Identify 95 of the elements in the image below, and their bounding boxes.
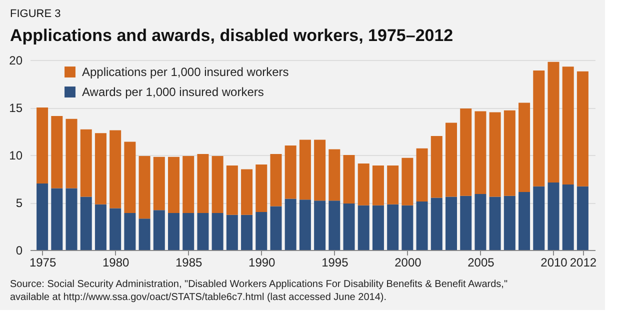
x-tick-label: 1995	[322, 256, 349, 270]
bar	[518, 192, 530, 250]
bar	[182, 156, 194, 213]
bar	[402, 158, 414, 206]
bar	[241, 214, 253, 250]
y-tick-label: 0	[16, 244, 23, 258]
bar	[138, 156, 150, 219]
bar	[241, 169, 253, 215]
bar	[284, 146, 296, 199]
y-tick-label: 10	[9, 148, 23, 162]
bar	[416, 202, 428, 250]
legend-label: Applications per 1,000 insured workers	[82, 65, 289, 79]
bar	[460, 108, 472, 196]
bar	[284, 198, 296, 250]
bar	[548, 182, 560, 250]
bar	[80, 196, 92, 250]
x-tick-label: 1990	[248, 256, 276, 270]
bar	[314, 140, 326, 201]
y-tick-label: 20	[9, 54, 23, 68]
bar	[270, 206, 282, 250]
x-tick-label: 2010	[540, 256, 568, 270]
bar	[518, 102, 530, 192]
bar	[358, 205, 370, 250]
bar	[299, 140, 311, 200]
bar	[533, 186, 545, 250]
bar	[168, 156, 180, 213]
x-tick-label: 1985	[176, 256, 203, 270]
bar	[372, 165, 384, 206]
bar	[343, 203, 355, 250]
bar	[36, 108, 48, 184]
bar	[299, 200, 311, 250]
bar	[51, 188, 63, 250]
bar	[124, 212, 136, 250]
bar	[387, 204, 399, 250]
bar	[343, 155, 355, 204]
bar	[328, 200, 340, 250]
bar	[430, 198, 442, 250]
bar	[153, 156, 165, 210]
y-tick-label: 5	[16, 196, 23, 210]
bar	[256, 164, 268, 212]
bar	[197, 154, 209, 213]
bar	[270, 154, 282, 206]
bar	[36, 184, 48, 250]
bar	[446, 122, 457, 197]
bar	[51, 116, 63, 188]
source-note: Source: Social Security Administration, "Disabled Workers Applications For Disability Benefits & Benefit Awards," available at http://www.ssa.gov/oact/STATS/table6c7.html (last accessed June 2014).	[10, 279, 508, 303]
bar	[504, 196, 516, 250]
bar	[489, 112, 501, 197]
bar	[416, 148, 428, 202]
bar	[314, 200, 326, 250]
bar	[474, 111, 486, 194]
bar	[197, 212, 209, 250]
chart-title: Applications and awards, disabled workers, 1975–2012	[10, 26, 454, 45]
bar	[533, 70, 545, 186]
bar	[256, 212, 268, 250]
bar	[226, 165, 238, 215]
legend-label: Awards per 1,000 insured workers	[82, 85, 264, 99]
bar	[372, 205, 384, 250]
bar	[562, 184, 574, 250]
bar	[504, 110, 516, 196]
bar	[110, 130, 122, 208]
x-tick-label: 1980	[102, 256, 130, 270]
bar	[460, 196, 472, 250]
bar	[182, 212, 194, 250]
bar	[402, 205, 414, 250]
bar	[168, 212, 180, 250]
bar	[124, 142, 136, 213]
x-tick-label: 2000	[394, 256, 422, 270]
bar	[562, 66, 574, 184]
bar	[358, 164, 370, 206]
bar	[446, 196, 457, 250]
x-tick-label: 2012	[570, 256, 597, 270]
x-tick-label: 2005	[468, 256, 495, 270]
bar	[226, 214, 238, 250]
y-tick-label: 15	[9, 101, 23, 115]
bar	[153, 210, 165, 250]
x-tick-label: 1975	[29, 256, 56, 270]
bar	[138, 218, 150, 250]
bar	[576, 186, 588, 250]
bar	[387, 165, 399, 204]
bar	[80, 129, 92, 197]
bar	[576, 71, 588, 186]
bar	[328, 149, 340, 201]
bar	[212, 212, 224, 250]
bar	[489, 196, 501, 250]
bar	[430, 136, 442, 198]
bar	[66, 188, 78, 250]
bar	[474, 194, 486, 250]
bar	[548, 62, 560, 183]
bar	[66, 118, 78, 188]
bar	[212, 156, 224, 213]
bar	[94, 133, 106, 204]
chart-subtitle: FIGURE 3	[10, 8, 61, 20]
bar	[110, 208, 122, 250]
bar	[94, 204, 106, 250]
